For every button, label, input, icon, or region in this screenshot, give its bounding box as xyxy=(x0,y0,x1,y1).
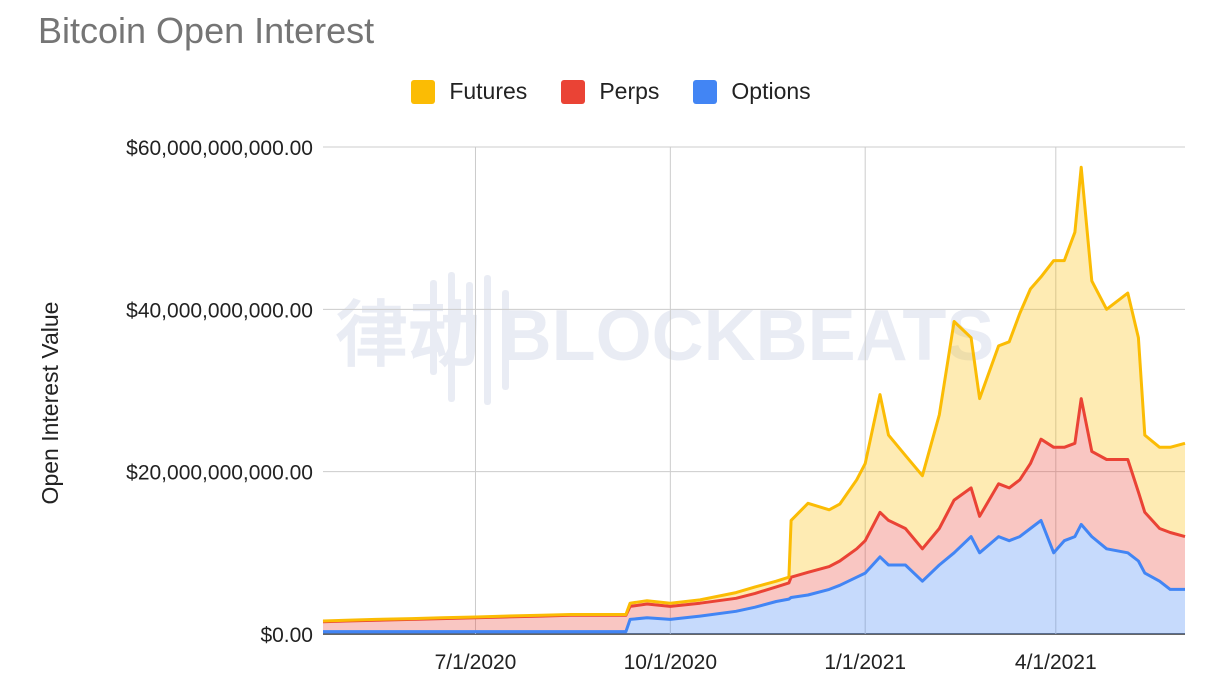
watermark-bar xyxy=(484,275,491,405)
x-tick-label: 4/1/2021 xyxy=(1015,651,1097,674)
legend-swatch-futures xyxy=(411,79,436,104)
legend-item-perps[interactable]: Perps xyxy=(561,78,659,105)
watermark-bar xyxy=(448,272,455,402)
series-lines xyxy=(322,165,1186,634)
legend: Futures Perps Options xyxy=(0,78,1222,105)
legend-label-perps: Perps xyxy=(599,78,660,104)
series-area-perps xyxy=(323,398,1185,632)
watermark-text: 律动 BLOCKBEATS xyxy=(336,296,995,376)
chart-title: Bitcoin Open Interest xyxy=(38,10,375,51)
legend-item-options[interactable]: Options xyxy=(693,78,811,105)
x-tick-label: 1/1/2021 xyxy=(824,651,906,674)
series-line-futures xyxy=(322,165,1186,623)
series-areas xyxy=(323,167,1185,634)
watermark-bar xyxy=(466,282,473,357)
watermark-logo: 律动 BLOCKBEATS xyxy=(336,272,995,405)
y-axis-ticks: $0.00 $20,000,000,000.00 $40,000,000,000.0… xyxy=(126,137,313,647)
x-axis-ticks: 7/1/2020 10/1/2020 1/1/2021 4/1/2021 xyxy=(435,651,1097,674)
legend-item-futures[interactable]: Futures xyxy=(411,78,527,105)
legend-label-futures: Futures xyxy=(449,78,528,104)
watermark-bar xyxy=(430,280,437,375)
x-tick-label: 10/1/2020 xyxy=(624,651,717,674)
y-tick-label: $20,000,000,000.00 xyxy=(126,462,313,485)
legend-swatch-options xyxy=(693,79,718,104)
y-axis-label: Open Interest Value xyxy=(37,302,63,505)
series-area-options xyxy=(323,520,1185,634)
y-tick-label: $0.00 xyxy=(260,624,313,647)
y-tick-label: $40,000,000,000.00 xyxy=(126,299,313,322)
legend-swatch-perps xyxy=(561,79,586,104)
watermark-bar xyxy=(502,290,509,390)
y-tick-label: $60,000,000,000.00 xyxy=(126,137,313,160)
legend-label-options: Options xyxy=(731,78,811,104)
series-area-futures xyxy=(323,167,1185,622)
x-tick-label: 7/1/2020 xyxy=(435,651,517,674)
series-line-options xyxy=(323,518,1185,634)
grid xyxy=(323,146,1185,635)
